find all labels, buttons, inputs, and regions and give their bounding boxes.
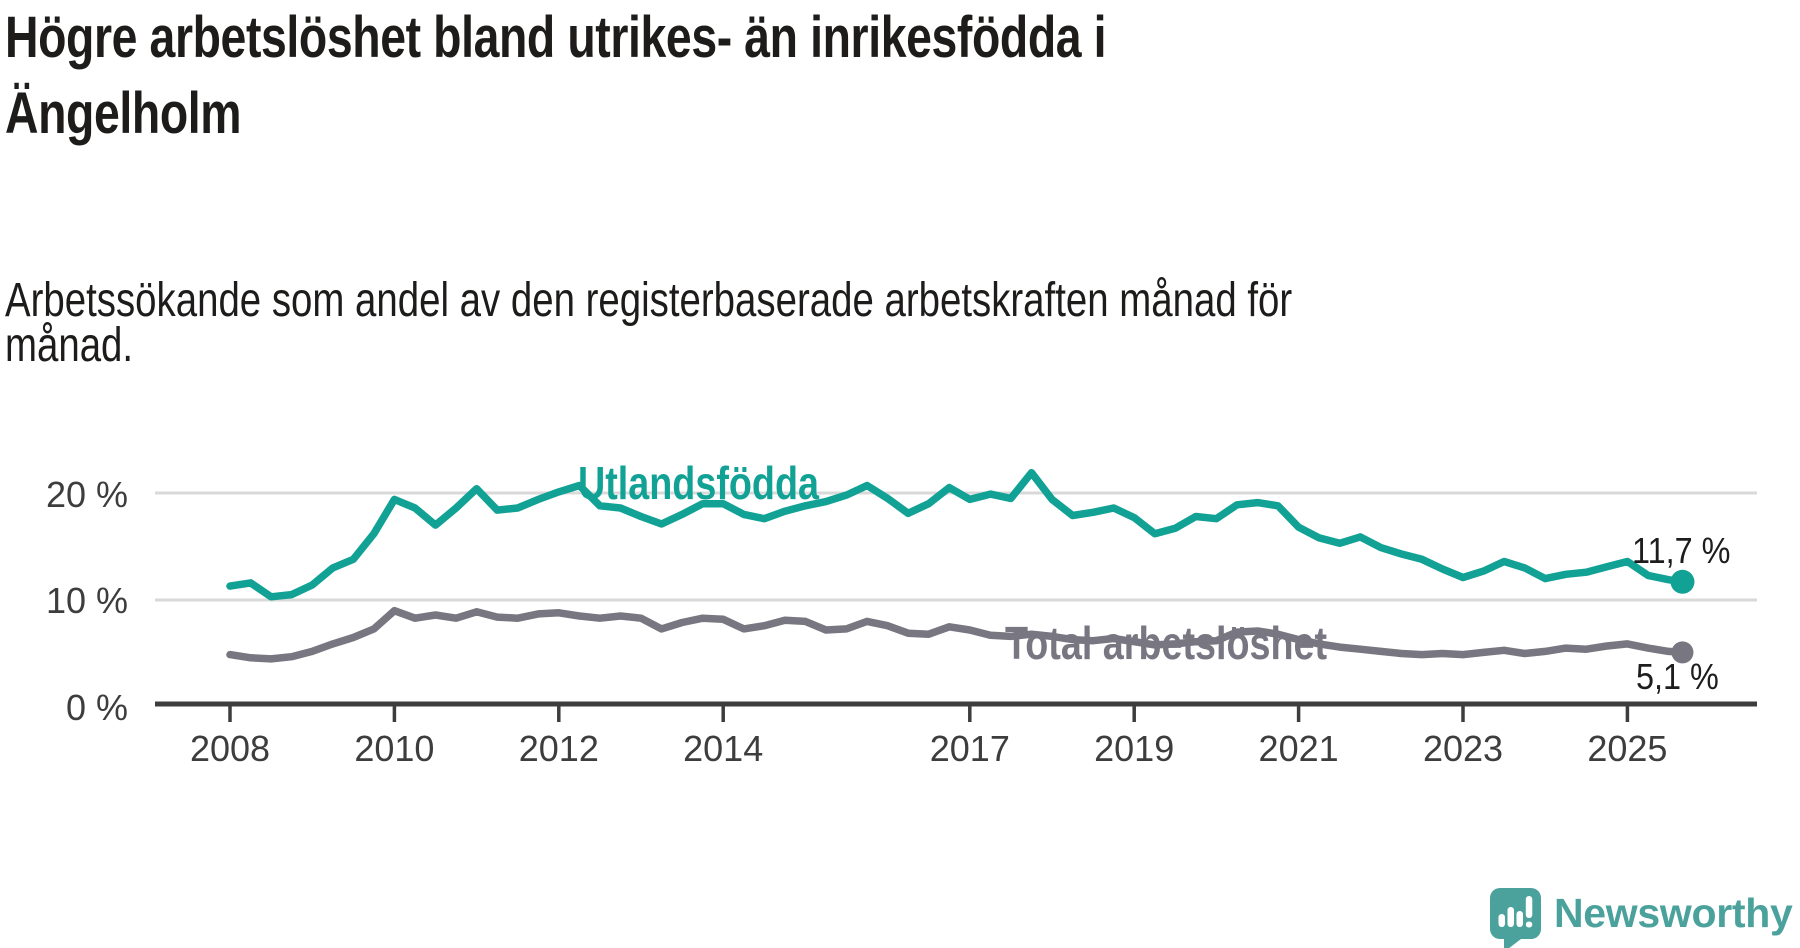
chart-subtitle: Arbetssökande som andel av den registerb… (5, 274, 1614, 372)
logo-bar-2 (1507, 907, 1514, 927)
x-axis-label-2021: 2021 (1258, 728, 1339, 769)
series-line-utlandsfodda (226, 468, 1687, 601)
newsworthy-logo-icon (1490, 888, 1541, 948)
y-axis-label-20: 20 % (45, 474, 128, 515)
newsworthy-wordmark: Newsworthy (1554, 890, 1793, 936)
logo-bar-1 (1498, 914, 1505, 927)
series-label-total-arbetsloshet: Total arbetslöshet (1005, 617, 1328, 669)
logo-exclamation-bar (1525, 896, 1533, 918)
end-value-label-utlandsfodda: 11,7 % (1632, 530, 1731, 571)
x-axis-label-2017: 2017 (929, 728, 1010, 769)
x-axis-label-2023: 2023 (1422, 728, 1504, 769)
chart-subtitle-line1: Arbetssökande som andel av den registerb… (5, 274, 1293, 327)
x-axis-label-2019: 2019 (1094, 728, 1175, 769)
chart-title-line2: Ängelholm (5, 81, 242, 146)
chart-title-line1: Högre arbetslöshet bland utrikes- än inr… (5, 5, 1107, 70)
chart-subtitle-line2: månad. (5, 319, 134, 372)
x-axis-label-2010: 2010 (354, 728, 435, 769)
y-axis-label-10: 10 % (45, 580, 128, 621)
x-axis-label-2012: 2012 (518, 728, 599, 769)
series-end-dot-utlandsfodda (1670, 569, 1695, 594)
y-axis-label-0: 0 % (65, 687, 128, 728)
logo-exclamation-dot (1525, 921, 1533, 928)
speech-bubble-shape (1490, 888, 1541, 948)
chart-title: Högre arbetslöshet bland utrikes- än inr… (5, 0, 1381, 152)
series-line-total-arbetsloshet (226, 606, 1687, 663)
x-axis-label-2014: 2014 (683, 728, 764, 769)
end-value-label-total: 5,1 % (1636, 656, 1719, 697)
series-label-utlandsfodda: Utlandsfödda (578, 457, 819, 509)
x-axis-label-2008: 2008 (189, 728, 271, 769)
x-axis-label-2025: 2025 (1587, 728, 1668, 769)
series-end-dot-total-arbetsloshet (1671, 641, 1694, 664)
logo-bar-3 (1516, 911, 1523, 927)
